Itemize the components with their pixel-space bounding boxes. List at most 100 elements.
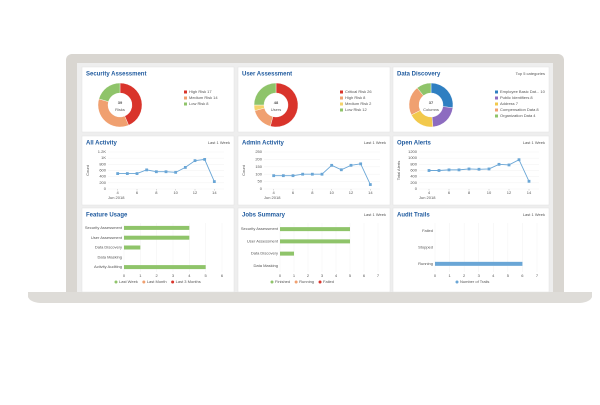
legend-swatch (270, 280, 274, 284)
center-value: 37 (429, 100, 434, 105)
center-label: Columns (423, 107, 439, 112)
legend-swatch (184, 102, 187, 106)
point (310, 172, 314, 176)
point (427, 169, 431, 172)
x-tick-label: 0 (434, 273, 437, 278)
panel-link[interactable]: Last 1 Week (208, 140, 230, 145)
legend-label: Last Month (147, 279, 167, 284)
donut-segment (270, 82, 299, 128)
y-tick-label: 600 (410, 168, 417, 173)
point (164, 170, 168, 174)
point (457, 168, 461, 172)
panel-link[interactable]: Last 1 Week (364, 212, 386, 217)
legend-label: Organization Data (500, 113, 533, 118)
y-tick-label: 1000 (408, 155, 418, 160)
y-tick-label: Data Masking (98, 254, 122, 259)
point (507, 163, 511, 167)
x-tick-label: 2 (307, 273, 310, 278)
y-tick-label: Security Assessment (241, 226, 279, 231)
point (183, 166, 187, 169)
legend-label: Running (299, 279, 314, 284)
x-tick-label: 12 (349, 190, 354, 195)
y-tick-label: 1200 (408, 149, 418, 154)
legend-swatch (495, 102, 498, 106)
y-tick-label: 800 (99, 161, 106, 166)
x-tick-label: 6 (136, 190, 139, 195)
y-axis-label: Count (85, 164, 90, 176)
x-tick-label: 4 (273, 190, 276, 195)
x-tick-label: 8 (311, 190, 314, 195)
legend-value: 7 (516, 101, 519, 106)
legend-label: Employee Basic Dat... (500, 89, 539, 94)
legend-value: 14 (213, 95, 218, 100)
y-tick-label: Security Assessment (85, 225, 123, 230)
y-tick-label: 200 (410, 180, 417, 185)
point (281, 174, 285, 178)
x-tick-label: 5 (507, 273, 510, 278)
point (497, 162, 501, 166)
legend-value: 10 (540, 89, 545, 94)
legend-value: 8 (206, 101, 209, 106)
point (320, 172, 324, 176)
x-tick-label: 4 (335, 273, 338, 278)
legend-label: Finished (275, 279, 290, 284)
y-tick-label: 100 (255, 171, 262, 176)
x-tick-label: 6 (521, 273, 524, 278)
point (154, 170, 158, 174)
legend-swatch (184, 90, 187, 94)
legend-value: 8 (536, 107, 539, 112)
x-tick-label: 4 (428, 190, 431, 195)
point (487, 167, 491, 171)
y-tick-label: 1K (101, 155, 106, 160)
point (203, 158, 207, 161)
legend-value: 12 (362, 107, 367, 112)
center-label: Users (271, 107, 281, 112)
legend-swatch (495, 114, 498, 118)
x-tick-label: 14 (212, 190, 217, 195)
y-tick-label: User Assessment (91, 235, 123, 240)
x-tick-label: 8 (155, 190, 158, 195)
point (174, 170, 178, 174)
y-tick-label: Data Discovery (95, 245, 122, 250)
y-tick-label: 400 (99, 174, 106, 179)
legend-swatch (171, 280, 175, 284)
legend-label: Address (500, 101, 515, 106)
legend-swatch (114, 280, 118, 284)
point (339, 168, 343, 172)
bar (435, 261, 523, 266)
point (301, 172, 305, 176)
x-tick-label: 3 (478, 273, 481, 278)
point (330, 163, 334, 167)
x-tick-label: 10 (329, 190, 334, 195)
panel-link[interactable]: Last 1 Week (523, 212, 545, 217)
panel-title: Data Discovery (397, 72, 441, 78)
panel-link[interactable]: Last 1 Week (364, 140, 386, 145)
legend-value: 26 (367, 89, 372, 94)
legend-swatch (294, 280, 298, 284)
x-tick-label: 6 (221, 273, 224, 278)
point (437, 169, 441, 172)
x-tick-label: 6 (448, 190, 451, 195)
x-axis-label: Jun 2018 (264, 195, 281, 200)
x-tick-label: 3 (321, 273, 324, 278)
x-tick-label: 8 (468, 190, 471, 195)
x-tick-label: 5 (349, 273, 352, 278)
point (291, 174, 295, 178)
x-tick-label: 0 (279, 273, 282, 278)
legend-label: Medium Risk (189, 95, 212, 100)
bar (280, 239, 350, 244)
legend-value: 2 (369, 101, 372, 106)
panel-link[interactable]: Last 1 Week (523, 140, 545, 145)
y-tick-label: 800 (410, 161, 417, 166)
panel (392, 207, 550, 293)
x-tick-label: 1 (293, 273, 296, 278)
panel-title: Security Assessment (86, 72, 146, 78)
bar (124, 235, 190, 240)
x-tick-label: 12 (193, 190, 198, 195)
panel-link[interactable]: Top 5 categories (516, 71, 545, 76)
center-value: 39 (118, 100, 123, 105)
x-tick-label: 7 (377, 273, 380, 278)
panel-title: User Assessment (242, 72, 292, 78)
x-tick-label: 2 (156, 273, 159, 278)
